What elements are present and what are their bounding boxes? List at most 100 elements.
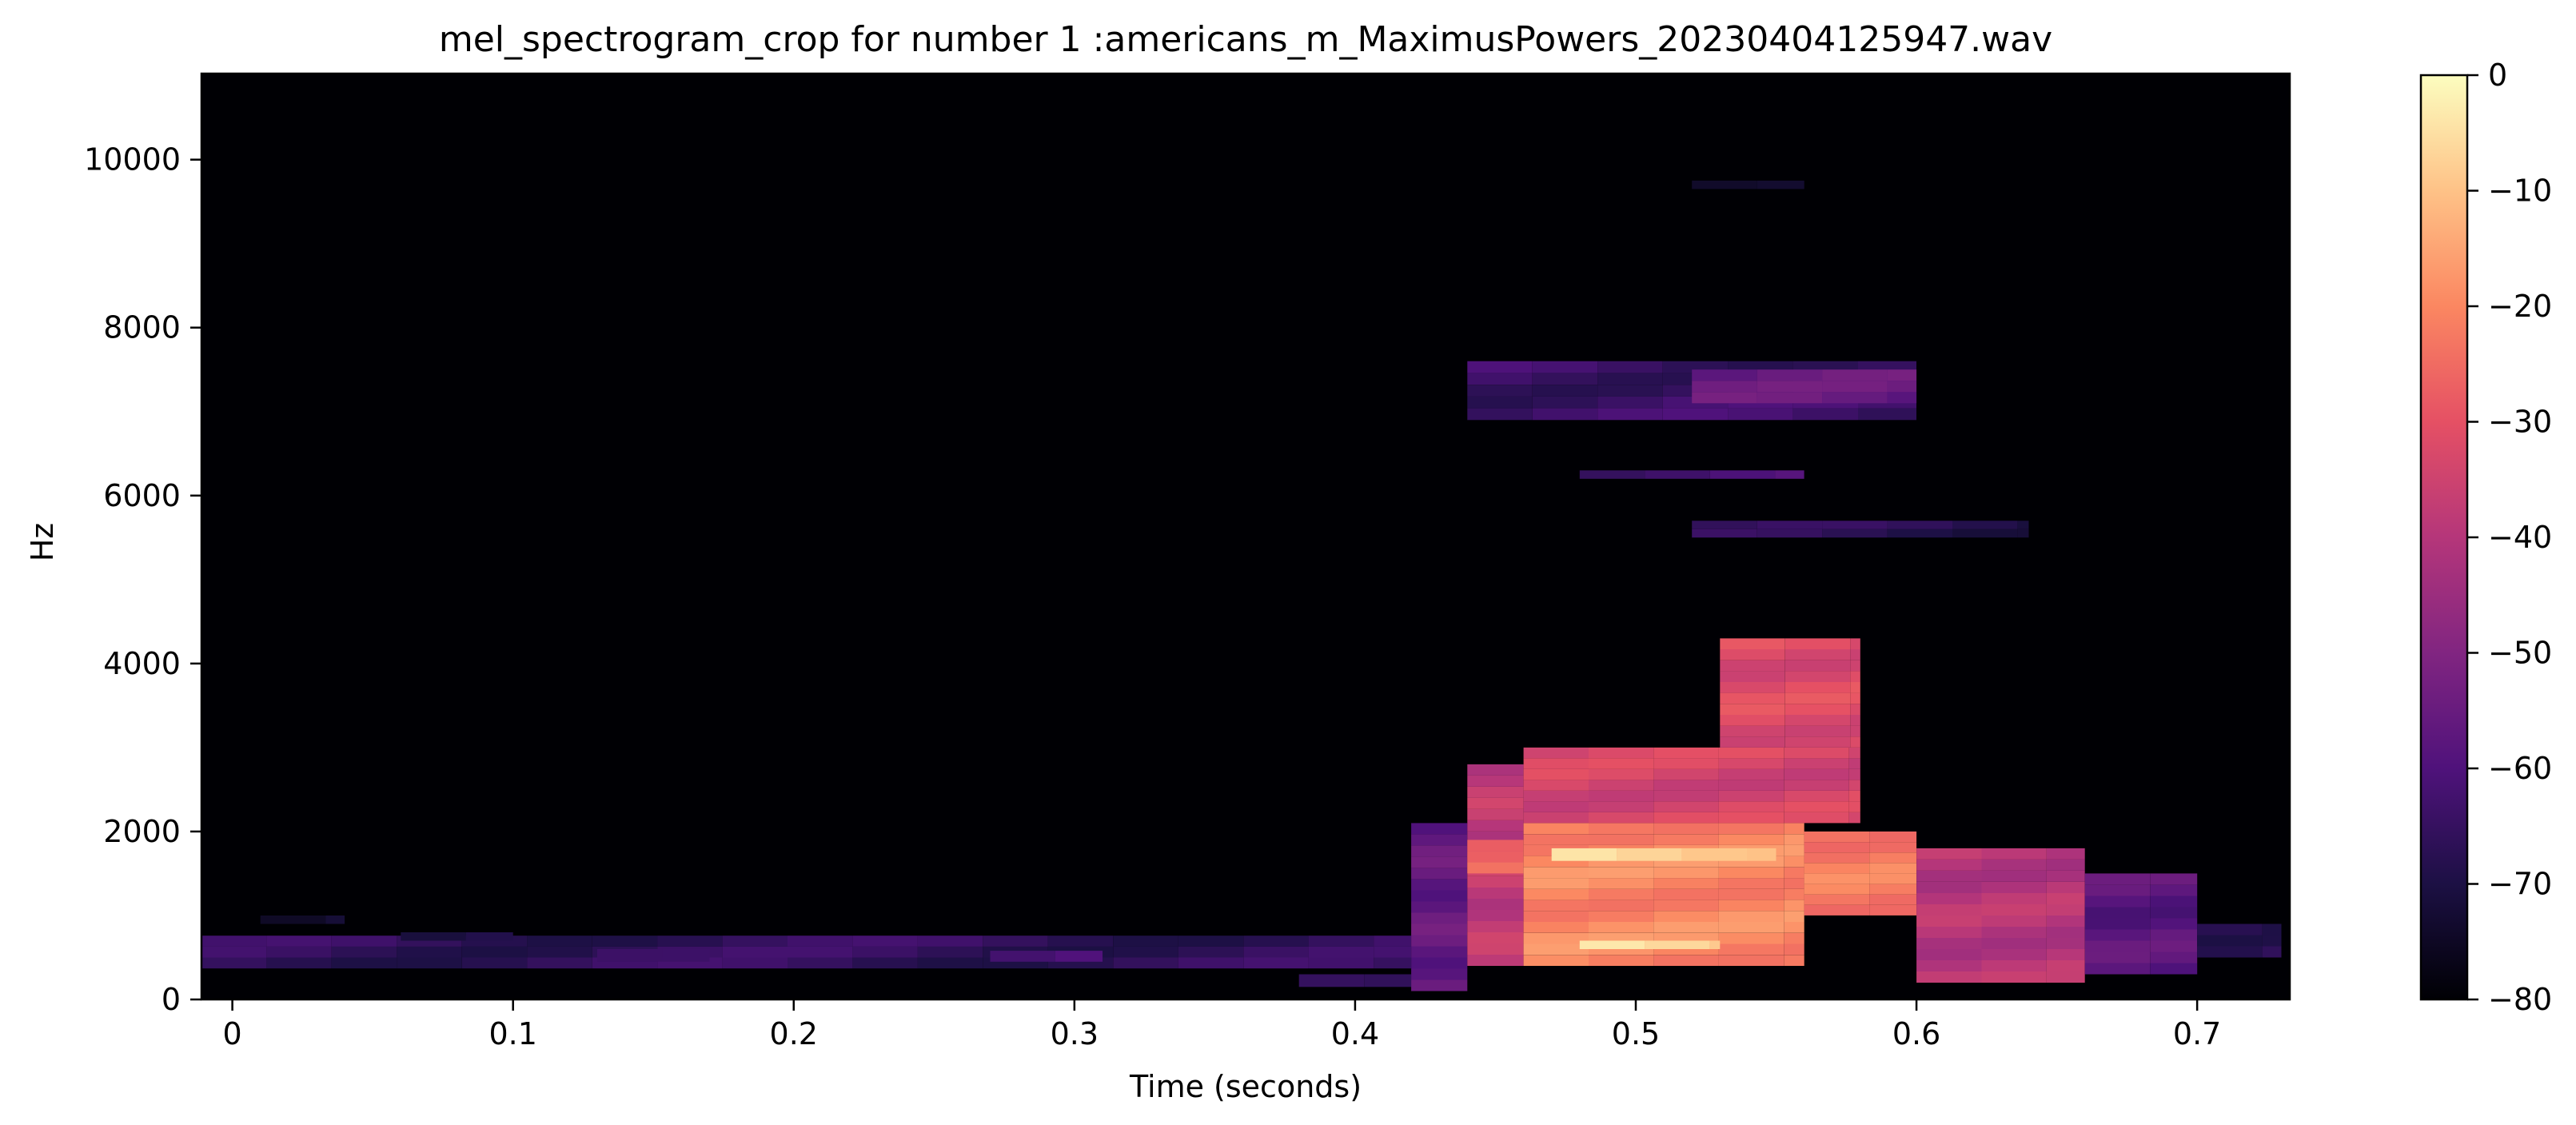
spectrogram-cell	[1308, 946, 1374, 958]
spectrogram-cell	[1467, 862, 1524, 874]
spectrogram-cell	[1243, 946, 1309, 958]
spectrogram-cell	[1775, 470, 1804, 479]
spectrogram-cell	[1720, 671, 1785, 682]
spectrogram-cell	[788, 936, 853, 947]
spectrogram-cell	[1792, 408, 1858, 421]
spectrogram-cell	[2197, 924, 2263, 936]
spectrogram-cell	[1374, 936, 1412, 947]
x-tick-label: 0.5	[1612, 1016, 1660, 1051]
y-tick-label: 8000	[103, 310, 181, 345]
spectrogram-cell	[2150, 929, 2198, 941]
spectrogram-cell	[1523, 888, 1589, 900]
spectrogram-cell	[990, 951, 1055, 962]
spectrogram-cell	[1523, 900, 1589, 912]
spectrogram-cell	[2150, 907, 2198, 919]
spectrogram-cell	[1243, 936, 1309, 947]
spectrogram-cell	[1720, 714, 1785, 726]
spectrogram-cell	[1850, 714, 1860, 726]
spectrogram-cell	[852, 946, 918, 958]
spectrogram-cell	[1467, 943, 1524, 955]
y-tick-label: 6000	[103, 478, 181, 513]
spectrogram-cell	[1692, 529, 1757, 538]
spectrogram-cell	[1869, 904, 1917, 916]
spectrogram-cell	[1411, 979, 1468, 991]
spectrogram-cell	[1718, 943, 1784, 955]
spectrogram-cell	[1916, 971, 1982, 983]
spectrogram-cell	[1467, 888, 1524, 899]
spectrogram-cell	[1178, 957, 1244, 969]
spectrogram-cell	[852, 957, 918, 969]
spectrogram-cell	[1692, 381, 1757, 393]
spectrogram-cell	[1374, 957, 1412, 969]
spectrogram-cell	[1523, 780, 1589, 791]
spectrogram-cell	[401, 932, 466, 941]
x-tick-label: 0.2	[770, 1016, 818, 1051]
spectrogram-cell	[2197, 935, 2263, 947]
spectrogram-cell	[1887, 529, 1952, 538]
spectrogram-cell	[917, 936, 983, 947]
spectrogram-cell	[1523, 758, 1589, 769]
spectrogram-cell	[1916, 927, 1982, 938]
spectrogram-cell	[1411, 912, 1468, 924]
spectrogram-cell	[1467, 408, 1533, 421]
spectrogram-cell	[1887, 521, 1952, 529]
spectrogram-cell	[1589, 768, 1654, 780]
spectrogram-cell	[1784, 660, 1851, 672]
spectrogram-cell	[1784, 932, 1804, 944]
spectrogram-cell	[1653, 823, 1719, 835]
spectrogram-cell	[266, 936, 332, 947]
spectrogram-cell	[1589, 911, 1654, 922]
spectrogram-cell	[1597, 373, 1663, 385]
spectrogram-cell	[1784, 725, 1851, 737]
spectrogram-cell	[1411, 868, 1468, 880]
spectrogram-cell	[1411, 935, 1468, 947]
spectrogram-cell	[1757, 369, 1823, 381]
spectrogram-cell	[1718, 812, 1784, 824]
spectrogram-cell	[2047, 916, 2085, 927]
spectrogram-cell	[1692, 180, 1757, 189]
spectrogram-cell	[1981, 893, 2047, 904]
colorbar-ticks: 0 −10 −20 −30 −40 −50 −60 −70 −80	[2467, 58, 2552, 1017]
colorbar-tick-label: −30	[2488, 405, 2552, 440]
spectrogram-cell	[1718, 834, 1784, 845]
spectrogram-cell	[852, 936, 918, 947]
spectrogram-cell	[1784, 911, 1804, 922]
spectrogram-cell	[1916, 960, 1982, 971]
spectrogram-cell	[1981, 859, 2047, 871]
spectrogram-cell	[1747, 848, 1776, 861]
spectrogram-cell	[1804, 852, 1869, 864]
spectrogram-cell	[2047, 848, 2085, 860]
spectrogram-cell	[1597, 396, 1663, 409]
spectrogram-cell	[1589, 758, 1654, 769]
spectrogram-cell	[1589, 780, 1654, 791]
spectrogram-cell	[1718, 888, 1784, 900]
spectrogram-cell	[1718, 768, 1784, 780]
spectrogram-cell	[1720, 725, 1785, 737]
spectrogram-cell	[1645, 470, 1710, 479]
spectrogram-cell	[1523, 812, 1589, 824]
spectrogram-cell	[917, 946, 983, 958]
spectrogram-cell	[2262, 924, 2282, 936]
spectrogram-cell	[1681, 848, 1747, 861]
spectrogram-cell	[1916, 893, 1982, 904]
spectrogram-cell	[1178, 946, 1244, 958]
spectrogram-cell	[325, 916, 345, 924]
spectrogram-cell	[397, 946, 462, 958]
spectrogram-cell	[1784, 780, 1849, 791]
spectrogram-cell	[1804, 884, 1869, 895]
spectrogram-cell	[1653, 955, 1719, 966]
spectrogram-cell	[461, 957, 528, 969]
spectrogram-cell	[1848, 768, 1860, 780]
spectrogram-cell	[1720, 682, 1785, 693]
spectrogram-cell	[1645, 940, 1710, 949]
spectrogram-cell	[1804, 904, 1869, 916]
spectrogram-cell	[1718, 790, 1784, 802]
spectrogram-cell	[1848, 790, 1860, 802]
spectrogram-cell	[1113, 946, 1178, 958]
spectrogram-cell	[1784, 834, 1804, 845]
spectrogram-cell	[1822, 392, 1888, 404]
spectrogram-cell	[1887, 381, 1917, 393]
spectrogram-cell	[1523, 747, 1589, 759]
y-tick-label: 4000	[103, 646, 181, 681]
y-axis: 0 2000 4000 6000 8000 10000	[84, 142, 201, 1017]
